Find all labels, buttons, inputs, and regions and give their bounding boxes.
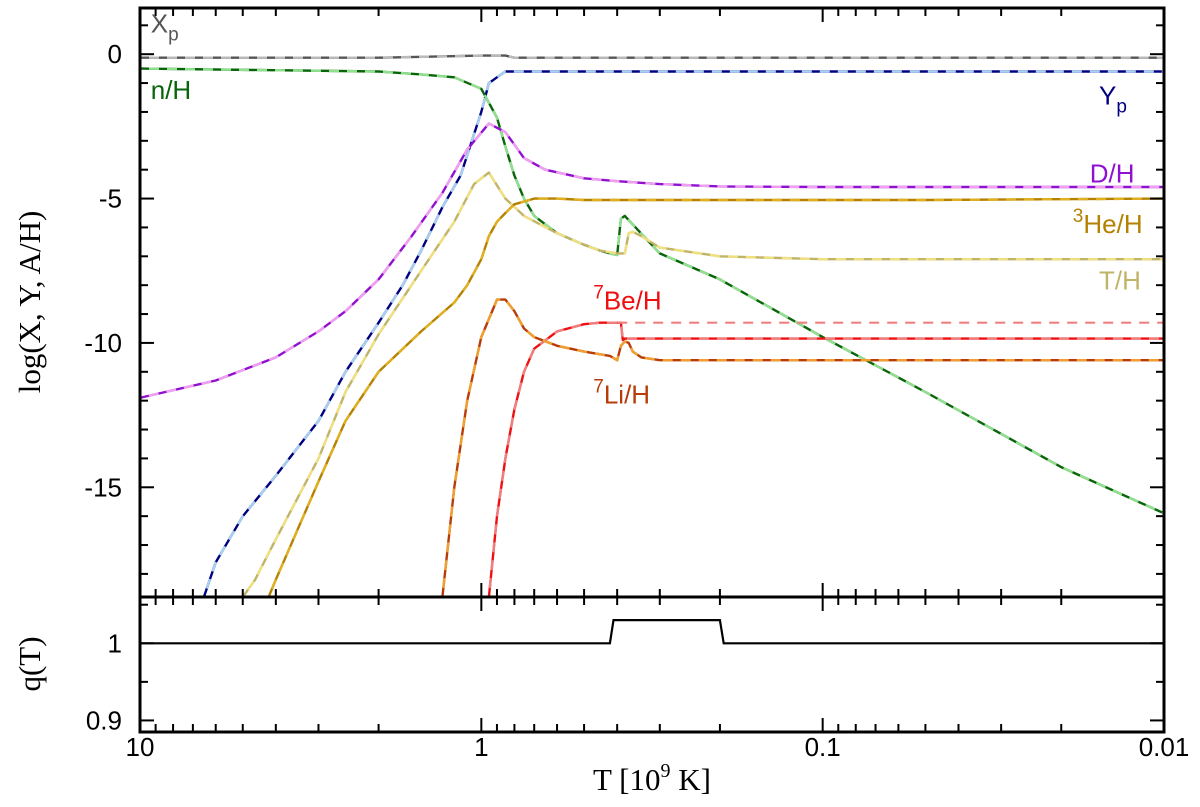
series-3he-h-ref-line <box>267 197 1163 596</box>
y-axis-title-ratio: q(T) <box>12 636 47 691</box>
y-tick-label: 1 <box>108 628 122 658</box>
x-axis-title-main: T [10 <box>593 762 660 797</box>
x-tick-label: 0.01 <box>1139 732 1190 762</box>
x-axis-title-tail: K] <box>670 762 710 797</box>
x-tick-label: 0.1 <box>805 732 841 762</box>
y-tick-label: 0 <box>108 39 122 69</box>
series-q-line <box>141 619 1163 645</box>
y-tick-label: -5 <box>99 184 122 214</box>
abundance-panel: 0 -5 -10 -15 Xp n/H Yp D/H 3He/H T/H 7Be/H 7Li/H <box>84 6 1166 599</box>
x-tick-label: 10 <box>126 732 155 762</box>
series-7li-h-ref-line <box>441 298 1163 596</box>
ratio-panel: 10 1 0.1 0.01 1 0.9 <box>86 595 1190 762</box>
series-t-h-line <box>242 171 1163 596</box>
series-label-3he-h: 3He/H <box>1073 206 1143 239</box>
series-d-h-ref-line <box>141 121 1163 399</box>
series-t-h-ref-line <box>242 170 1163 596</box>
series-x-p-ref-line <box>141 54 1163 59</box>
x-axis-title-exponent: 9 <box>660 760 670 782</box>
y-tick-label: -15 <box>84 472 122 502</box>
y-axis-title-abundance: log(X, Y, A/H) <box>12 211 47 394</box>
series-7be-h-ref-line <box>487 321 1163 596</box>
series-label-d-h: D/H <box>1090 159 1135 189</box>
series-y-p-ref-line <box>202 70 1163 596</box>
series-y-p-line <box>202 70 1163 596</box>
x-axis-title: T [109 K] <box>593 760 711 797</box>
ratio-panel-frame <box>138 595 1166 734</box>
series-d-h-line <box>141 122 1163 399</box>
series-label-7li-h: 7Li/H <box>593 377 650 410</box>
y-tick-label: -10 <box>84 328 122 358</box>
y-tick-label: 0.9 <box>86 705 122 735</box>
series-label-7be-h: 7Be/H <box>593 283 661 316</box>
series-label-n-h: n/H <box>151 75 191 105</box>
x-tick-label: 1 <box>474 732 488 762</box>
series-label-y-p: Yp <box>1099 81 1127 118</box>
series-7be-h-line <box>487 321 1163 596</box>
series-label-x-p: Xp <box>151 9 179 46</box>
series-label-t-h: T/H <box>1099 266 1141 296</box>
